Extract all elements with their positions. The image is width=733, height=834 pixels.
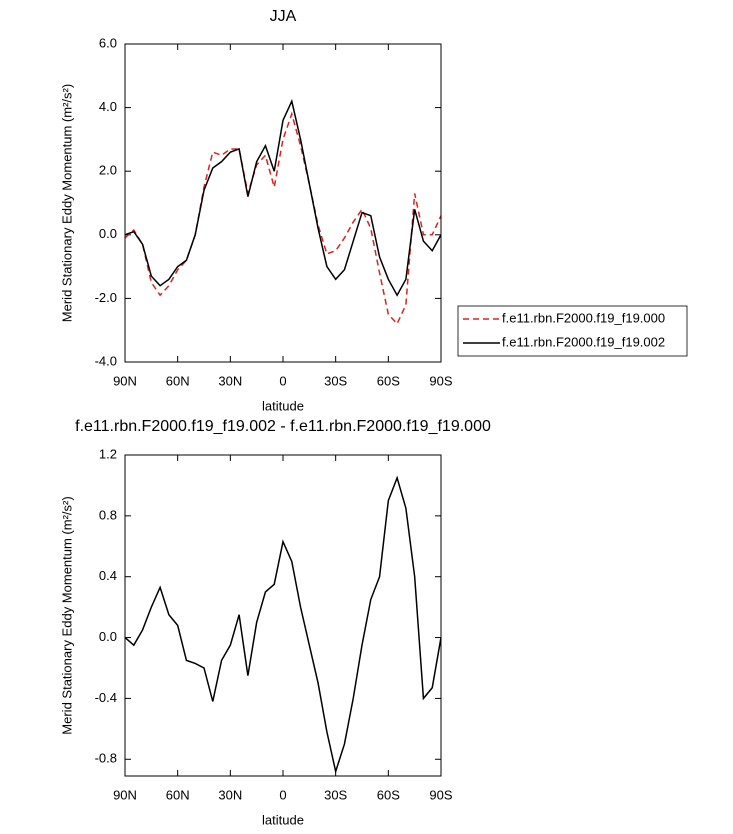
x-tick-label: 30N bbox=[218, 787, 242, 802]
legend-box bbox=[457, 305, 688, 357]
y-tick-label: 0.8 bbox=[99, 507, 117, 522]
y-tick-label: -0.4 bbox=[95, 690, 117, 705]
x-tick-label: 30N bbox=[218, 373, 242, 388]
x-tick-label: 90S bbox=[429, 787, 452, 802]
y-tick-label: 1.2 bbox=[99, 446, 117, 461]
data-line bbox=[124, 111, 442, 326]
plot-frame bbox=[124, 43, 442, 363]
chart-title: JJA bbox=[270, 8, 297, 25]
x-tick-label: 90N bbox=[113, 787, 137, 802]
chart-title: f.e11.rbn.F2000.f19_f19.002 - f.e11.rbn.… bbox=[75, 418, 491, 435]
y-tick-label: -0.8 bbox=[95, 751, 117, 766]
data-line bbox=[124, 98, 442, 297]
x-tick-label: 60S bbox=[377, 787, 400, 802]
plot-frame bbox=[124, 454, 442, 777]
y-tick-label: 4.0 bbox=[99, 99, 117, 114]
y-axis-label: Merid Stationary Eddy Momentum (m²/s²) bbox=[59, 496, 74, 734]
y-tick-label: 0.4 bbox=[99, 568, 117, 583]
y-tick-label: -4.0 bbox=[95, 353, 117, 368]
data-line bbox=[124, 475, 442, 775]
x-axis-label: latitude bbox=[262, 398, 304, 413]
y-tick-label: 6.0 bbox=[99, 35, 117, 50]
y-tick-label: -2.0 bbox=[95, 290, 117, 305]
y-axis-label: Merid Stationary Eddy Momentum (m²/s²) bbox=[59, 84, 74, 322]
y-tick-label: 0.0 bbox=[99, 629, 117, 644]
legend-label: f.e11.rbn.F2000.f19_f19.002 bbox=[502, 334, 665, 349]
y-tick-label: 2.0 bbox=[99, 163, 117, 178]
x-tick-label: 0 bbox=[279, 373, 286, 388]
x-axis-label: latitude bbox=[262, 812, 304, 827]
x-tick-label: 90S bbox=[429, 373, 452, 388]
y-tick-label: 0.0 bbox=[99, 226, 117, 241]
x-tick-label: 60N bbox=[166, 787, 190, 802]
x-tick-label: 30S bbox=[324, 787, 347, 802]
x-tick-label: 30S bbox=[324, 373, 347, 388]
legend-label: f.e11.rbn.F2000.f19_f19.000 bbox=[502, 310, 665, 325]
x-tick-label: 60N bbox=[166, 373, 190, 388]
x-tick-label: 0 bbox=[279, 787, 286, 802]
x-tick-label: 60S bbox=[377, 373, 400, 388]
x-tick-label: 90N bbox=[113, 373, 137, 388]
